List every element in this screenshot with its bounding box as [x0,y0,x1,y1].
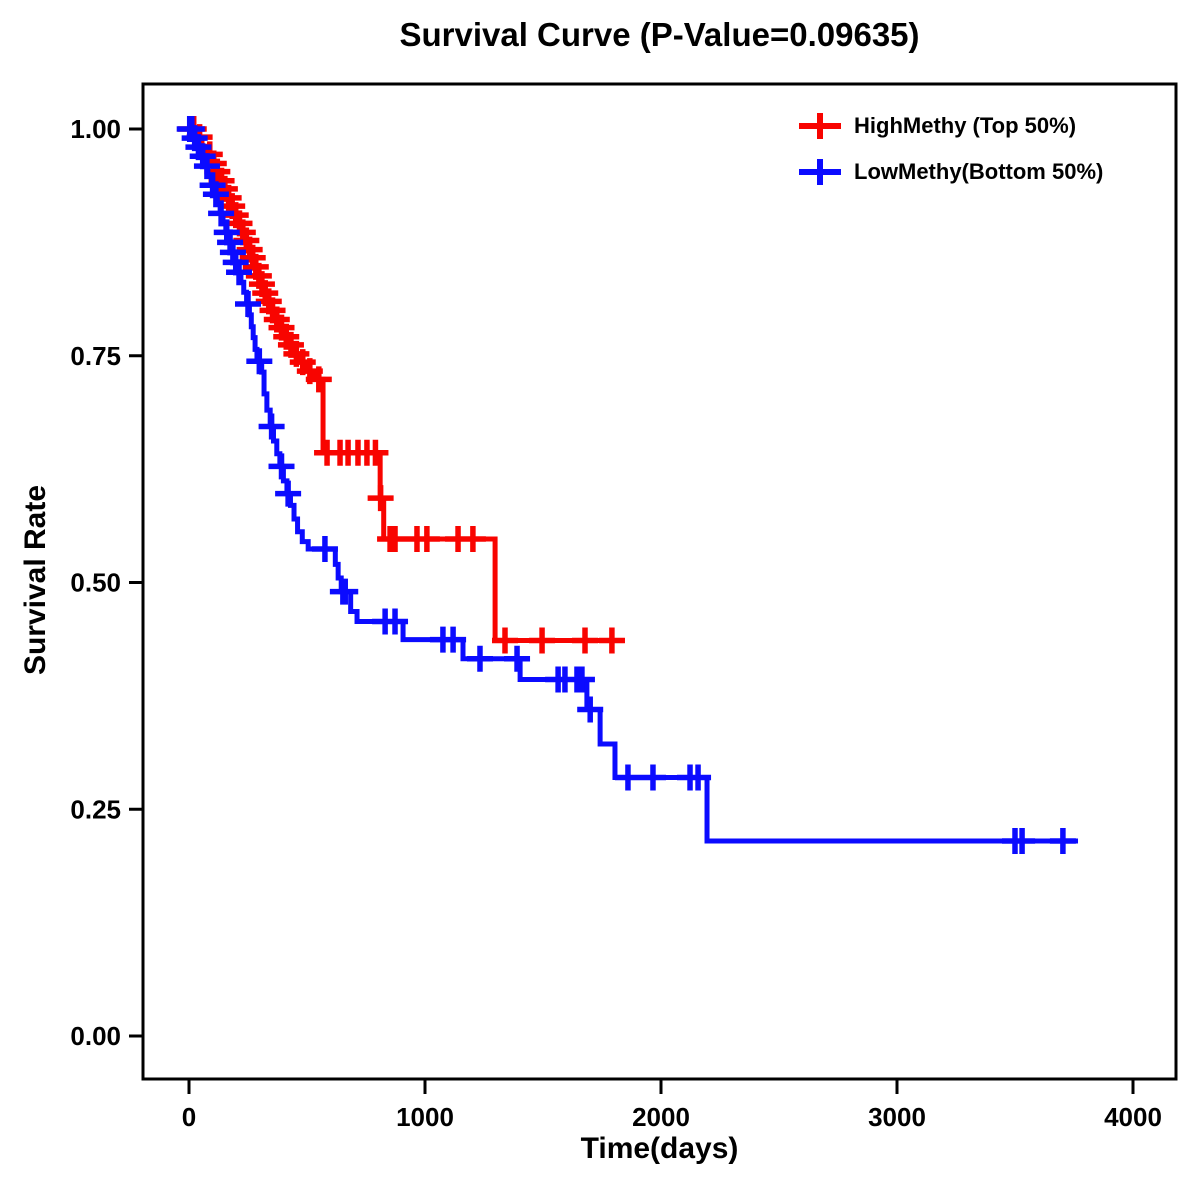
highmethy-plus-icon [799,113,841,139]
legend: HighMethy (Top 50%) LowMethy(Bottom 50%) [796,110,1103,188]
x-tick-label: 2000 [632,1102,690,1132]
y-tick-label: 1.00 [70,114,121,144]
km-curve-highmethy [189,126,625,644]
x-tick-label: 4000 [1104,1102,1162,1132]
x-tick-label: 0 [182,1102,196,1132]
x-axis-title: Time(days) [580,1132,739,1165]
y-tick-label: 0.50 [70,568,121,598]
y-tick-label: 0.25 [70,794,121,824]
plot-panel-border [141,82,1178,1081]
x-tick-label: 1000 [396,1102,454,1132]
lowmethy-plus-icon [799,159,841,185]
y-tick-label: 0.75 [70,341,121,371]
x-tick-label: 3000 [868,1102,926,1132]
censor-marks-highmethy [177,116,625,654]
legend-item-lowmethy: LowMethy(Bottom 50%) [796,156,1103,188]
chart-title: Survival Curve (P-Value=0.09635) [399,16,920,53]
legend-item-highmethy: HighMethy (Top 50%) [796,110,1103,142]
legend-label-lowmethy: LowMethy(Bottom 50%) [854,159,1104,184]
y-axis-title: Survival Rate [19,484,52,676]
legend-label-highmethy: HighMethy (Top 50%) [854,113,1077,138]
y-tick-label: 0.00 [70,1021,121,1051]
km-curve-lowmethy [189,126,1079,844]
censor-marks-lowmethy [176,116,1076,854]
